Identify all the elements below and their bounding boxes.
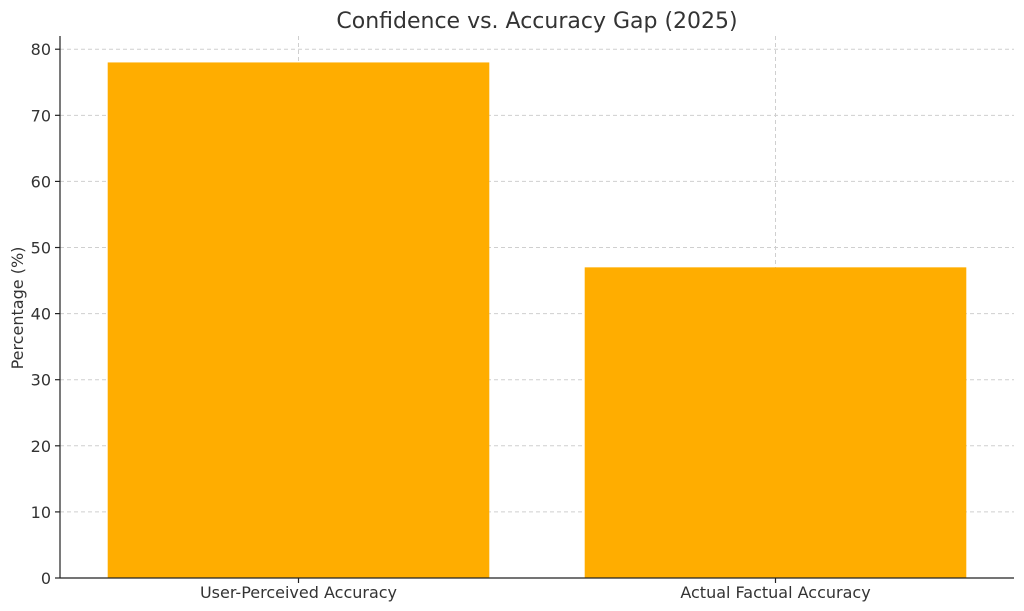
bar-1 — [584, 267, 967, 578]
bar-layer — [107, 62, 967, 578]
y-tick-label-0: 0 — [41, 569, 51, 588]
y-tick-label-40: 40 — [31, 305, 51, 324]
chart-title: Confidence vs. Accuracy Gap (2025) — [336, 9, 737, 34]
y-tick-label-80: 80 — [31, 40, 51, 59]
x-tick-label-0: User-Perceived Accuracy — [200, 583, 397, 602]
y-tick-label-50: 50 — [31, 239, 51, 258]
axis-layer — [59, 36, 1014, 579]
bar-0 — [107, 62, 490, 578]
y-tick-label-60: 60 — [31, 172, 51, 191]
y-axis-label: Percentage (%) — [8, 247, 27, 370]
y-tick-label-70: 70 — [31, 106, 51, 125]
x-tick-label-1: Actual Factual Accuracy — [680, 583, 870, 602]
y-tick-label-30: 30 — [31, 371, 51, 390]
y-tick-label-20: 20 — [31, 437, 51, 456]
y-tick-label-10: 10 — [31, 503, 51, 522]
tick-layer: 0 10 20 30 40 50 60 70 80 User-Perceived Accuracy… — [31, 40, 871, 602]
